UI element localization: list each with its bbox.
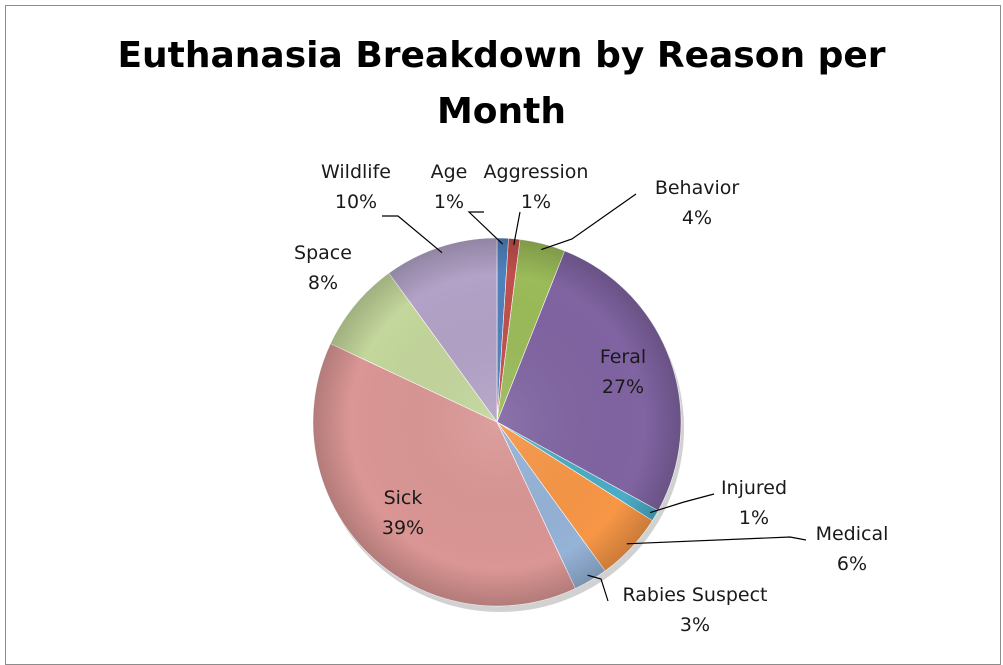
data-label-percent: 1% — [434, 191, 464, 213]
data-label-name: Age — [431, 161, 468, 183]
data-label-percent: 3% — [680, 614, 710, 636]
data-label-space: Space 8% — [294, 242, 352, 294]
data-label-percent: 8% — [308, 272, 338, 294]
data-label-percent: 1% — [739, 507, 769, 529]
leader-line-injured — [650, 493, 715, 514]
data-label-medical: Medical 6% — [816, 523, 889, 575]
data-label-name: Behavior — [655, 177, 740, 199]
data-label-age: Age 1% — [431, 161, 468, 213]
data-label-rabies-suspect: Rabies Suspect 3% — [622, 584, 767, 636]
chart-title-line-1: Euthanasia Breakdown by Reason per — [117, 35, 886, 76]
data-label-percent: 6% — [837, 553, 867, 575]
leader-line-behavior — [541, 193, 637, 251]
data-label-name: Injured — [721, 477, 787, 499]
data-label-injured: Injured 1% — [721, 477, 787, 529]
data-label-name: Space — [294, 242, 352, 264]
data-label-percent: 39% — [382, 517, 424, 539]
chart-title-line-2: Month — [436, 91, 567, 132]
data-label-name: Medical — [816, 523, 889, 545]
data-label-name: Aggression — [484, 161, 589, 183]
data-label-percent: 4% — [682, 207, 712, 229]
leader-line-wildlife — [382, 215, 443, 254]
leader-line-medical — [626, 536, 807, 545]
chart-title: Euthanasia Breakdown by Reason per Month — [0, 28, 1003, 140]
data-label-name: Rabies Suspect — [622, 584, 767, 606]
leader-line-rabies-suspect — [587, 574, 609, 602]
data-label-name: Sick — [384, 487, 423, 509]
leader-line-age — [467, 211, 504, 245]
data-label-percent: 27% — [602, 376, 644, 398]
data-label-wildlife: Wildlife 10% — [321, 161, 391, 213]
data-label-feral: Feral 27% — [600, 346, 646, 398]
data-label-name: Wildlife — [321, 161, 391, 183]
data-label-behavior: Behavior 4% — [655, 177, 740, 229]
data-label-aggression: Aggression 1% — [484, 161, 589, 213]
pie-chart: Age 1% Aggression 1% Behavior 4% Feral 27% Injur… — [294, 161, 889, 636]
leader-line-aggression — [513, 211, 521, 245]
data-label-sick: Sick 39% — [382, 487, 424, 539]
data-label-name: Feral — [600, 346, 646, 368]
data-label-percent: 10% — [335, 191, 377, 213]
data-label-percent: 1% — [521, 191, 551, 213]
